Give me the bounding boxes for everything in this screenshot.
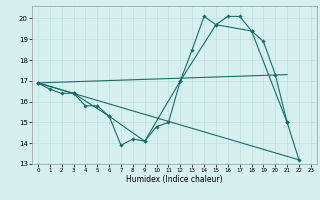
X-axis label: Humidex (Indice chaleur): Humidex (Indice chaleur) bbox=[126, 175, 223, 184]
